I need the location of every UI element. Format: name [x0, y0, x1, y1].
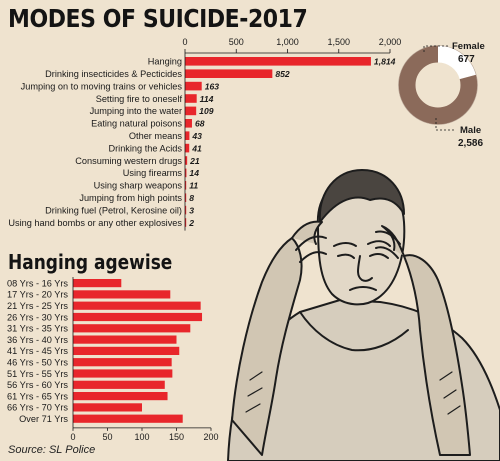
category-label: Hanging [148, 57, 182, 67]
bar [73, 358, 172, 367]
bar [185, 143, 190, 153]
value-label: 3 [189, 205, 194, 215]
bar [73, 279, 122, 288]
category-label: 26 Yrs - 30 Yrs [7, 312, 68, 322]
category-label: 61 Yrs - 65 Yrs [7, 391, 68, 401]
bar [73, 312, 203, 322]
category-label: 36 Yrs - 40 Yrs [7, 335, 68, 345]
bar [185, 119, 192, 128]
slice-name-label: Female [452, 41, 485, 52]
x-tick-label: 50 [102, 432, 112, 442]
category-label: Using sharp weapons [94, 181, 183, 191]
value-label: 109 [199, 106, 214, 116]
x-tick-label: 500 [229, 37, 244, 47]
category-label: Over 71 Yrs [19, 414, 68, 424]
category-label: Drinking insecticides & Pecticides [45, 69, 182, 79]
bar [73, 301, 201, 310]
category-label: 56 Yrs - 60 Yrs [7, 380, 68, 390]
value-label: 41 [191, 143, 202, 153]
bar [185, 168, 187, 178]
bar [185, 106, 197, 116]
bar [185, 193, 187, 202]
category-label: Jumping into the water [90, 106, 182, 116]
category-label: Using firearms [123, 168, 183, 178]
bar [185, 181, 187, 190]
category-label: Setting fire to oneself [96, 94, 183, 104]
x-tick-label: 200 [203, 432, 218, 442]
value-label: 11 [189, 181, 198, 191]
value-label: 852 [275, 69, 290, 79]
bar [73, 380, 165, 389]
bar [185, 156, 188, 165]
slice-value-label: 2,586 [458, 138, 483, 149]
bar [185, 81, 202, 91]
category-label: 21 Yrs - 25 Yrs [7, 301, 68, 311]
section-title-hanging-agewise: Hanging agewise [8, 250, 173, 274]
bar [73, 403, 142, 412]
bar [185, 94, 197, 103]
x-tick-label: 0 [182, 37, 187, 47]
value-label: 114 [200, 94, 214, 104]
bar [73, 369, 173, 378]
value-label: 1,814 [374, 57, 396, 67]
x-tick-label: 2,000 [379, 37, 402, 47]
category-label: Drinking the Acids [108, 143, 182, 153]
value-label: 68 [195, 119, 205, 129]
leader-line [423, 45, 448, 52]
category-label: 31 Yrs - 35 Yrs [7, 324, 68, 334]
x-tick-label: 1,000 [276, 37, 299, 47]
bar [73, 346, 180, 355]
category-label: Eating natural poisons [91, 119, 182, 129]
category-label: Jumping from high points [79, 193, 182, 203]
value-label: 8 [189, 193, 194, 203]
slice-value-label: 677 [458, 54, 475, 65]
category-label: 51 Yrs - 55 Yrs [7, 369, 68, 379]
value-label: 21 [189, 156, 200, 166]
x-tick-label: 1,500 [327, 37, 350, 47]
x-tick-label: 0 [70, 432, 75, 442]
bar [185, 218, 187, 227]
category-label: 41 Yrs - 45 Yrs [7, 346, 68, 356]
value-label: 2 [188, 218, 194, 228]
category-label: Jumping on to moving trains or vehicles [21, 81, 183, 91]
category-label: Drinking fuel (Petrol, Kerosine oil) [45, 205, 182, 215]
category-label: 08 Yrs - 16 Yrs [7, 278, 68, 288]
value-label: 43 [191, 131, 202, 141]
category-label: 17 Yrs - 20 Yrs [7, 290, 68, 300]
slice-male [398, 45, 478, 125]
bar [73, 324, 191, 333]
bar [73, 414, 183, 423]
bar [185, 57, 371, 66]
x-tick-label: 150 [169, 432, 184, 442]
donut-outline [398, 45, 478, 125]
category-label: 46 Yrs - 50 Yrs [7, 358, 68, 368]
category-label: Using hand bombs or any other explosives [8, 218, 182, 228]
bar [185, 69, 273, 78]
x-tick-label: 100 [134, 432, 149, 442]
value-label: 14 [189, 168, 199, 178]
category-label: 66 Yrs - 70 Yrs [7, 403, 68, 413]
category-label: Consuming western drugs [75, 156, 182, 166]
bar [185, 205, 187, 215]
page-title: MODES OF SUICIDE-2017 [8, 4, 308, 33]
bar [185, 131, 190, 140]
value-label: 163 [205, 81, 220, 91]
bar [73, 335, 177, 344]
category-label: Other means [129, 131, 183, 141]
source-note: Source: SL Police [8, 444, 96, 456]
slice-name-label: Male [460, 125, 481, 136]
bar [73, 392, 168, 401]
bar [73, 290, 171, 299]
leader-line [435, 118, 455, 131]
